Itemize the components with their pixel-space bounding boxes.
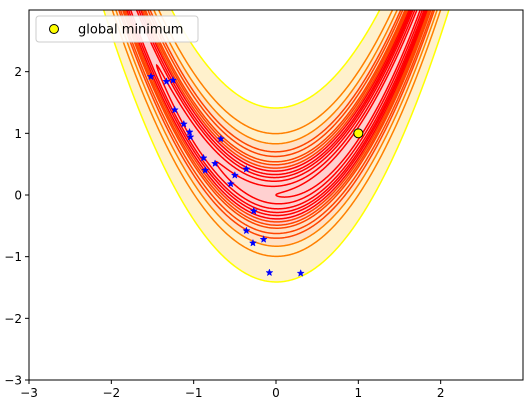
legend-marker-global-minimum	[49, 24, 59, 34]
scatter-point-star	[201, 166, 210, 174]
contour-line	[214, 10, 424, 205]
y-tick-label: 0	[14, 189, 22, 203]
scatter-point-star	[249, 206, 258, 215]
contour-line	[123, 10, 431, 226]
data-points	[146, 72, 364, 277]
legend-box	[35, 15, 199, 43]
y-tick-label: −1	[4, 250, 22, 264]
scatter-point-star	[226, 179, 235, 188]
contour-line	[118, 10, 436, 239]
legend: global minimum	[35, 15, 199, 43]
x-tick-label: −2	[102, 386, 120, 400]
contour-line	[121, 10, 432, 229]
contour-line	[125, 10, 429, 220]
y-tick-label: −3	[4, 374, 22, 388]
scatter-point-star	[216, 134, 225, 143]
scatter-point-star	[259, 235, 268, 243]
plot-area	[102, 10, 450, 283]
contour-line	[155, 10, 425, 210]
y-tick-label: 2	[14, 65, 22, 79]
legend-label-global-minimum: global minimum	[78, 23, 183, 38]
scatter-point-star	[242, 164, 251, 173]
contour-line	[124, 10, 430, 223]
scatter-point-star	[210, 159, 220, 168]
scatter-point-star	[296, 269, 305, 277]
y-axis: −3 −2 −1 0 1 2	[4, 65, 29, 388]
x-tick-label: −1	[185, 386, 203, 400]
x-tick-label: 2	[437, 386, 445, 400]
scatter-point-star	[168, 75, 178, 84]
contour-line	[129, 10, 427, 214]
contour-fill-level	[215, 10, 423, 204]
contour-lines	[102, 10, 450, 283]
contour-line	[102, 10, 450, 283]
y-tick-label: −2	[4, 312, 22, 326]
scatter-point-star	[248, 238, 258, 247]
scatter-point-star	[230, 170, 239, 179]
x-axis: −3 −2 −1 0 1 2	[20, 380, 444, 400]
scatter-point-star	[265, 268, 274, 277]
y-tick-label: 1	[14, 127, 22, 141]
scatter-point-star	[199, 153, 208, 162]
scatter-point-star	[162, 77, 171, 86]
x-tick-label: 1	[355, 386, 363, 400]
contour-line	[127, 10, 428, 217]
contour-line	[275, 10, 421, 198]
scatter-point-star	[242, 226, 251, 235]
scatter-point-star	[185, 127, 194, 136]
scatter-point-star	[179, 119, 188, 128]
global-minimum-marker	[353, 128, 364, 139]
contour-line	[119, 10, 434, 235]
scatter-point-star	[186, 132, 195, 141]
x-tick-label: −3	[20, 386, 38, 400]
scatter-point-star	[170, 105, 179, 114]
scatter-point-star	[146, 72, 155, 81]
x-tick-label: 0	[272, 386, 280, 400]
